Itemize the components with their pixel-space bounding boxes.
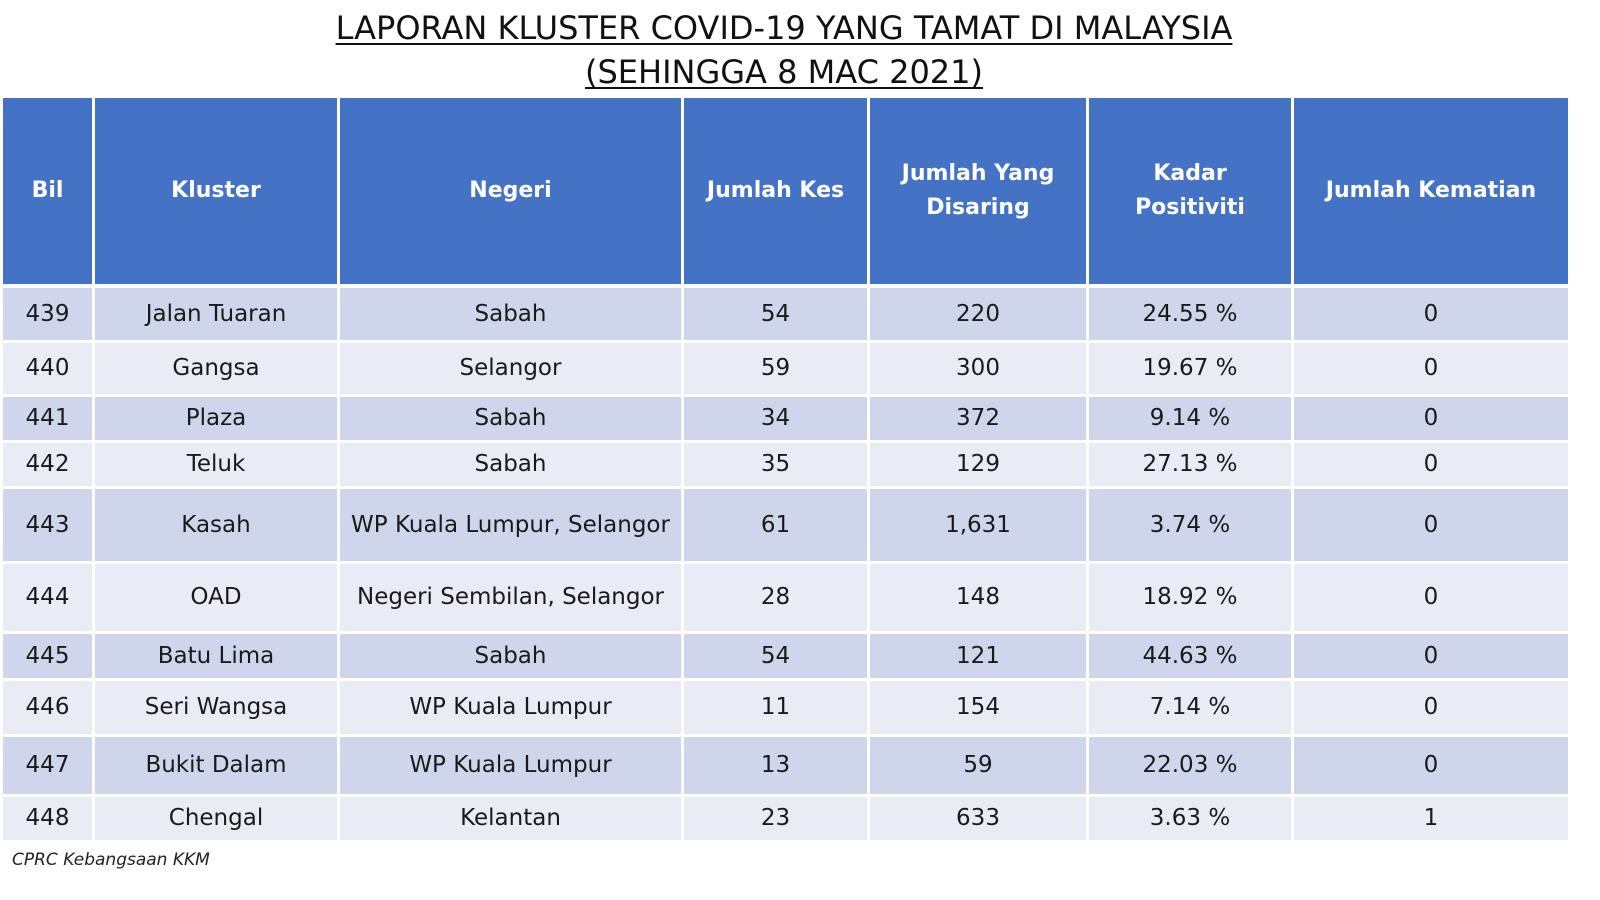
table-row: 447 Bukit Dalam WP Kuala Lumpur 13 59 22… [0,733,1571,795]
cell-jumlah-disaring: 220 [867,284,1089,341]
cell-jumlah-kes: 13 [681,733,870,795]
header-jumlah-disaring: Jumlah Yang Disaring [867,98,1089,288]
cell-jumlah-kematian: 0 [1291,439,1571,487]
cell-kluster: Chengal [92,793,340,840]
cell-kluster: Bukit Dalam [92,733,340,795]
cell-jumlah-kematian: 0 [1291,630,1571,679]
cell-kadar-positiviti: 24.55 % [1086,284,1294,341]
cell-negeri: Sabah [337,630,684,679]
cell-kluster: Kasah [92,485,340,562]
table-row: 443 Kasah WP Kuala Lumpur, Selangor 61 1… [0,485,1571,562]
cell-bil: 447 [0,733,95,795]
title-line-2: (SEHINGGA 8 MAC 2021) [584,53,983,91]
cell-jumlah-kes: 61 [681,485,870,562]
title-line-1: LAPORAN KLUSTER COVID-19 YANG TAMAT DI M… [335,9,1233,47]
cell-jumlah-kes: 54 [681,284,870,341]
cluster-table: Bil Kluster Negeri Jumlah Kes Jumlah Yan… [0,98,1571,840]
cell-bil: 442 [0,439,95,487]
header-kluster: Kluster [92,98,340,288]
cell-kluster: OAD [92,560,340,632]
header-jumlah-kematian: Jumlah Kematian [1291,98,1571,288]
cell-kadar-positiviti: 27.13 % [1086,439,1294,487]
cell-jumlah-disaring: 154 [867,677,1089,735]
cell-jumlah-disaring: 300 [867,339,1089,395]
table-row: 448 Chengal Kelantan 23 633 3.63 % 1 [0,793,1571,840]
cell-jumlah-disaring: 59 [867,733,1089,795]
table-row: 440 Gangsa Selangor 59 300 19.67 % 0 [0,339,1571,395]
table-row: 439 Jalan Tuaran Sabah 54 220 24.55 % 0 [0,284,1571,341]
cell-negeri: Selangor [337,339,684,395]
cell-negeri: Kelantan [337,793,684,840]
table-row: 446 Seri Wangsa WP Kuala Lumpur 11 154 7… [0,677,1571,735]
cell-jumlah-kematian: 0 [1291,393,1571,441]
table-row: 445 Batu Lima Sabah 54 121 44.63 % 0 [0,630,1571,679]
cell-jumlah-kes: 11 [681,677,870,735]
cell-jumlah-kematian: 0 [1291,677,1571,735]
cell-jumlah-kematian: 1 [1291,793,1571,840]
source-note: CPRC Kebangsaan KKM [12,850,210,870]
cell-bil: 443 [0,485,95,562]
cell-kluster: Jalan Tuaran [92,284,340,341]
cell-jumlah-disaring: 129 [867,439,1089,487]
cell-kluster: Gangsa [92,339,340,395]
header-bil: Bil [0,98,95,288]
cell-negeri: Sabah [337,439,684,487]
header-jumlah-kes: Jumlah Kes [681,98,870,288]
cell-kadar-positiviti: 3.74 % [1086,485,1294,562]
cell-kadar-positiviti: 18.92 % [1086,560,1294,632]
cell-jumlah-disaring: 121 [867,630,1089,679]
cell-negeri: WP Kuala Lumpur [337,733,684,795]
table-row: 442 Teluk Sabah 35 129 27.13 % 0 [0,439,1571,487]
cell-jumlah-disaring: 148 [867,560,1089,632]
cell-jumlah-kes: 28 [681,560,870,632]
cell-jumlah-kes: 54 [681,630,870,679]
cell-bil: 439 [0,284,95,341]
cell-bil: 444 [0,560,95,632]
cell-bil: 446 [0,677,95,735]
table-header-row: Bil Kluster Negeri Jumlah Kes Jumlah Yan… [0,98,1571,288]
cell-jumlah-kematian: 0 [1291,560,1571,632]
cell-jumlah-disaring: 633 [867,793,1089,840]
cell-jumlah-kes: 23 [681,793,870,840]
cell-bil: 445 [0,630,95,679]
header-kadar-positiviti: Kadar Positiviti [1086,98,1294,288]
cell-kadar-positiviti: 3.63 % [1086,793,1294,840]
cell-negeri: WP Kuala Lumpur [337,677,684,735]
cell-jumlah-kematian: 0 [1291,284,1571,341]
table-row: 441 Plaza Sabah 34 372 9.14 % 0 [0,393,1571,441]
cell-jumlah-kes: 59 [681,339,870,395]
cell-negeri: Sabah [337,393,684,441]
cell-kluster: Seri Wangsa [92,677,340,735]
cell-jumlah-kematian: 0 [1291,733,1571,795]
cell-kadar-positiviti: 7.14 % [1086,677,1294,735]
cell-jumlah-kematian: 0 [1291,339,1571,395]
table-row: 444 OAD Negeri Sembilan, Selangor 28 148… [0,560,1571,632]
cell-jumlah-kematian: 0 [1291,485,1571,562]
cell-kadar-positiviti: 22.03 % [1086,733,1294,795]
cell-negeri: WP Kuala Lumpur, Selangor [337,485,684,562]
header-negeri: Negeri [337,98,684,288]
cell-bil: 440 [0,339,95,395]
cell-jumlah-disaring: 1,631 [867,485,1089,562]
cell-bil: 441 [0,393,95,441]
cell-kadar-positiviti: 44.63 % [1086,630,1294,679]
cell-kadar-positiviti: 9.14 % [1086,393,1294,441]
cell-bil: 448 [0,793,95,840]
cell-jumlah-kes: 35 [681,439,870,487]
cell-jumlah-kes: 34 [681,393,870,441]
cell-negeri: Sabah [337,284,684,341]
report-title: LAPORAN KLUSTER COVID-19 YANG TAMAT DI M… [0,6,1568,94]
cell-negeri: Negeri Sembilan, Selangor [337,560,684,632]
cell-jumlah-disaring: 372 [867,393,1089,441]
cell-kluster: Teluk [92,439,340,487]
cell-kluster: Batu Lima [92,630,340,679]
cell-kadar-positiviti: 19.67 % [1086,339,1294,395]
cell-kluster: Plaza [92,393,340,441]
